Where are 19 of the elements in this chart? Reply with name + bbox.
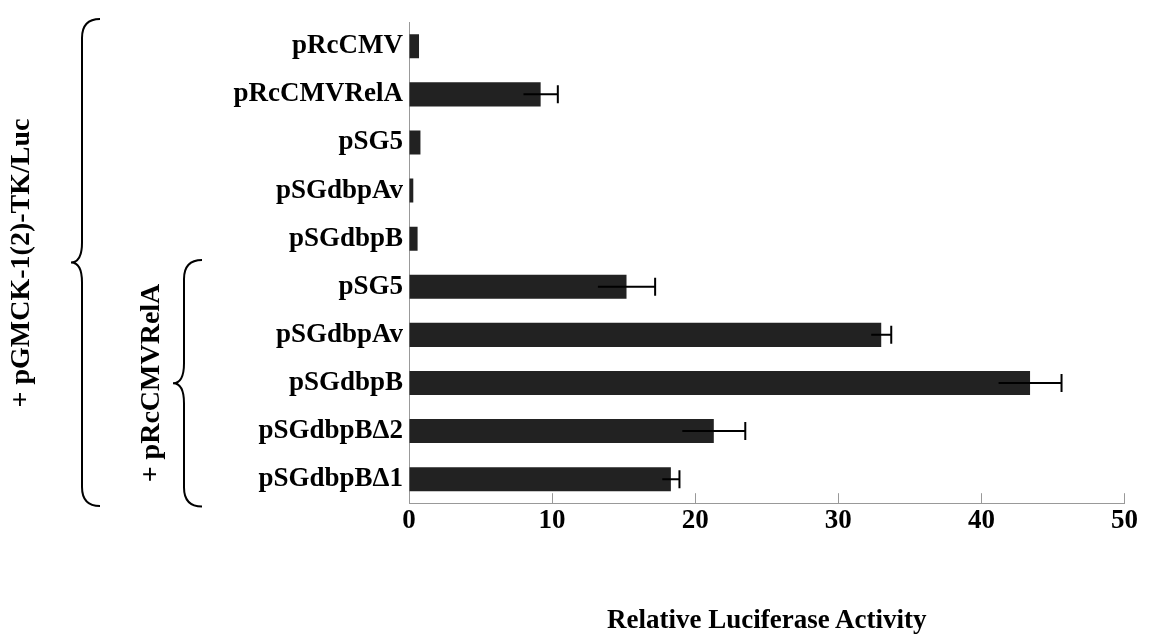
y-tick-label: pSGdbpAv xyxy=(275,173,404,204)
y-tick-label: pSGdbpBΔ1 xyxy=(258,462,403,493)
y-tick-label: pSGdbpBΔ2 xyxy=(258,414,403,445)
y-tick-label: pSGdbpAv xyxy=(275,317,404,348)
y-tick-label: pSG5 xyxy=(338,125,403,156)
x-tick-label: 30 xyxy=(824,504,852,535)
y-tick-label: pSG5 xyxy=(338,269,403,300)
y-tick-label: pSGdbpB xyxy=(288,221,403,252)
text: + pGMCK-1(2)-TK/Luc xyxy=(4,118,36,408)
y-tick-label: pSGdbpB xyxy=(288,365,403,396)
y-tick-label: pRcCMVRelA xyxy=(233,77,404,108)
text: + pRcCMVRelA xyxy=(134,283,166,483)
x-tick-label: 10 xyxy=(538,504,566,535)
x-tick-label: 40 xyxy=(967,504,995,535)
x-tick-label: 20 xyxy=(681,504,709,535)
x-axis-title: Relative Luciferase Activity xyxy=(607,603,927,634)
x-tick-label: 0 xyxy=(402,504,416,535)
x-tick-label: 50 xyxy=(1111,504,1138,535)
y-tick-label: pRcCMV xyxy=(292,29,404,60)
